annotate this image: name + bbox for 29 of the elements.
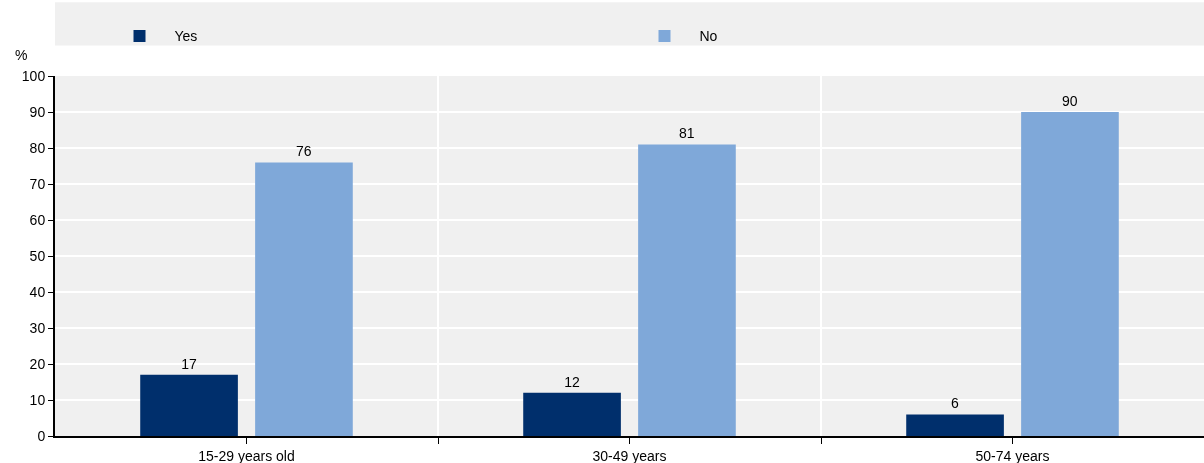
x-tick-label: 50-74 years (975, 447, 1050, 463)
legend-label: Yes (174, 28, 198, 45)
bar (638, 144, 736, 436)
x-tick-label: 30-49 years (592, 447, 667, 463)
data-label: 76 (296, 143, 312, 160)
x-tick-label: 15-29 years old (198, 447, 295, 463)
y-tick-label: 80 (29, 139, 46, 156)
y-tick-label: 50 (29, 247, 46, 264)
y-tick-label: 90 (29, 103, 46, 120)
y-tick-label: 20 (29, 355, 46, 372)
y-axis-title: % (15, 47, 28, 63)
y-tick-label: 30 (29, 319, 46, 336)
legend-label: No (699, 28, 718, 45)
data-label: 12 (564, 373, 580, 390)
bar (523, 392, 621, 436)
bar (140, 374, 238, 436)
y-tick-label: 70 (29, 175, 46, 192)
y-tick-label: 100 (21, 67, 46, 84)
y-tick-label: 40 (29, 283, 46, 300)
data-label: 81 (679, 125, 695, 142)
y-tick-label: 60 (29, 211, 46, 228)
y-tick-label: 0 (37, 427, 46, 444)
data-label: 6 (951, 395, 960, 412)
data-label: 90 (1062, 93, 1078, 109)
y-tick-label: 10 (29, 391, 46, 408)
bar (255, 162, 353, 436)
bar (906, 414, 1004, 436)
bar (1021, 112, 1119, 436)
data-label: 17 (181, 355, 197, 372)
